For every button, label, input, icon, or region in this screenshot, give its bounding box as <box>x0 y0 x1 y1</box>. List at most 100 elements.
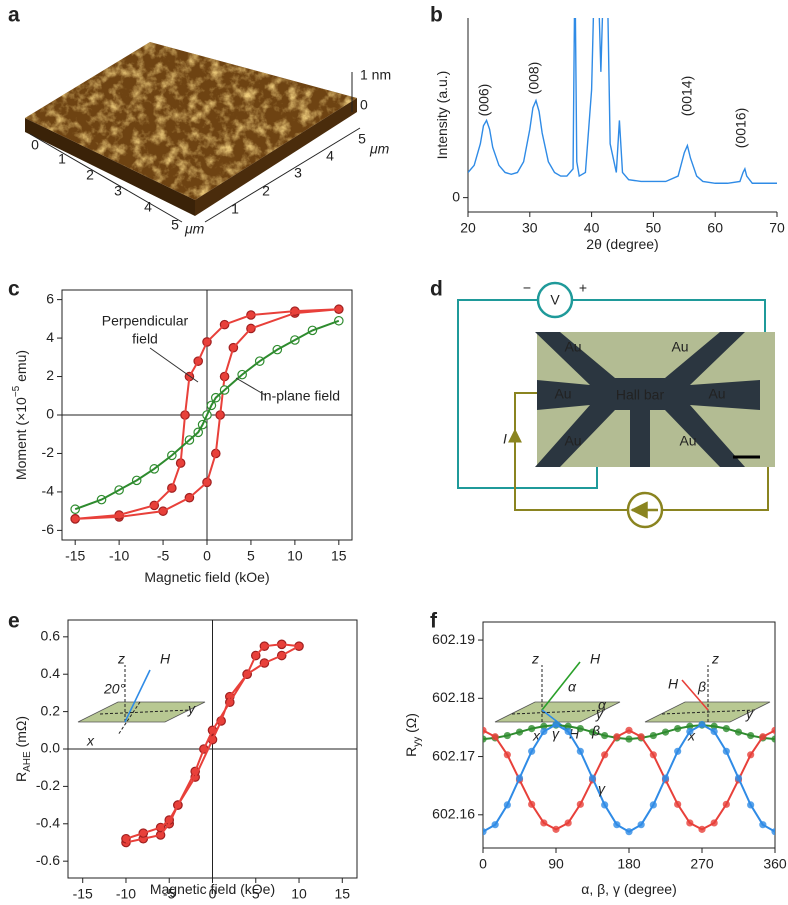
inset-label: H <box>590 651 601 667</box>
y-axis-label: Moment (×10−5 emu) <box>11 350 29 480</box>
x-axis-label: α, β, γ (degree) <box>581 881 677 897</box>
y-tick-label: 602.18 <box>432 689 475 705</box>
y-tick-label: 602.16 <box>432 806 475 822</box>
panel-label: b <box>430 4 443 27</box>
inset-label: y <box>187 701 196 717</box>
label-part: Magnetic field (kOe) <box>144 569 269 585</box>
tick-label: 0 <box>360 97 368 113</box>
label-part: α, β, γ (degree) <box>581 881 677 897</box>
inset-line <box>681 679 709 711</box>
x-tick-label: 10 <box>291 886 307 902</box>
annotation: (008) <box>526 62 542 95</box>
pad-label: Au <box>708 386 725 402</box>
label-part: −5 <box>11 385 22 397</box>
pad-label: Au <box>671 339 688 355</box>
inset-label: z <box>117 651 125 667</box>
series-line <box>125 643 303 844</box>
tick-label: 3 <box>114 183 122 199</box>
tick-label: 1 <box>58 151 66 167</box>
plot-area <box>483 720 775 836</box>
polarity: + <box>579 280 587 296</box>
inset-line <box>541 661 581 711</box>
y-tick-label: -6 <box>42 521 55 537</box>
y-tick-label: 0.6 <box>41 628 61 644</box>
x-tick-label: 5 <box>252 886 260 902</box>
inset-label: z <box>711 651 719 667</box>
tick-label: 5 <box>358 131 366 147</box>
panel-label: e <box>8 610 20 633</box>
inset-line <box>99 709 191 715</box>
afm-surface <box>25 42 357 216</box>
inset-label: y <box>745 706 754 722</box>
label-part: emu) <box>13 350 29 386</box>
axis-unit: μm <box>184 221 205 237</box>
y-tick-label: -0.2 <box>36 777 60 793</box>
inset-line <box>661 709 756 715</box>
annotation: In-plane field <box>260 388 340 404</box>
plot-area <box>70 304 344 524</box>
plot-frame <box>482 621 776 849</box>
inset-label: β <box>697 679 706 695</box>
y-tick-label: 0.2 <box>41 702 61 718</box>
pad-label: Au <box>564 433 581 449</box>
x-tick-label: 10 <box>287 548 303 564</box>
y-tick-label: 602.17 <box>432 747 475 763</box>
annotation-pointer <box>149 347 199 383</box>
axis-unit: μm <box>369 141 390 157</box>
label-part: Magnetic field (kOe) <box>150 881 275 897</box>
label-part: R <box>403 747 419 757</box>
inset-label: z <box>531 651 539 667</box>
wire <box>573 299 766 332</box>
x-tick-label: 5 <box>247 548 255 564</box>
tick-label: 1 nm <box>360 67 391 83</box>
x-tick-label: 90 <box>548 856 564 872</box>
wire <box>457 299 598 489</box>
annotation: (0014) <box>679 76 695 116</box>
x-tick-label: 40 <box>584 220 600 236</box>
x-tick-label: 0 <box>209 886 217 902</box>
y-tick-label: -2 <box>42 444 55 460</box>
label-part: AHE <box>22 751 33 772</box>
label-part: yy <box>412 737 423 747</box>
series-label: α <box>598 697 607 713</box>
tick-label: 1 <box>231 201 239 217</box>
pad-label: Au <box>679 433 696 449</box>
tick-label: 4 <box>144 199 152 215</box>
x-tick-label: 270 <box>690 856 714 872</box>
x-tick-label: -15 <box>65 548 85 564</box>
inset-label: y <box>595 706 604 722</box>
label-part: R <box>13 772 29 782</box>
y-tick-label: 0.4 <box>41 665 61 681</box>
annotation: field <box>132 331 158 347</box>
pad-label: Au <box>564 339 581 355</box>
plot-area <box>468 18 777 184</box>
label-part: (mΩ) <box>13 716 29 751</box>
y-axis-label: Ryy (Ω) <box>403 713 423 757</box>
panel-label: c <box>8 278 20 301</box>
y-tick-label: 602.19 <box>432 631 475 647</box>
pad-label: Au <box>554 386 571 402</box>
x-tick-label: 15 <box>331 548 347 564</box>
x-tick-label: 20 <box>460 220 476 236</box>
y-axis-label: Intensity (a.u.) <box>434 71 450 160</box>
annotation: (006) <box>476 84 492 117</box>
series-line <box>74 319 340 511</box>
voltmeter <box>536 281 574 319</box>
channel-label: Hall bar <box>616 387 665 403</box>
inset-line <box>117 701 141 736</box>
label-part: 2θ (degree) <box>586 236 658 252</box>
tick-label: 0 <box>31 137 39 153</box>
axis-line <box>29 133 183 223</box>
annotation: (0016) <box>733 108 749 148</box>
tick-label: 2 <box>262 183 270 199</box>
y-tick-label: 4 <box>46 329 54 345</box>
x-tick-label: 0 <box>203 548 211 564</box>
series-line <box>468 18 777 184</box>
axis-line <box>204 127 361 223</box>
surface-texture <box>25 42 357 200</box>
inset-label: 20° <box>103 681 126 697</box>
y-tick-label: 0 <box>46 406 54 422</box>
panel-label: f <box>430 610 438 633</box>
